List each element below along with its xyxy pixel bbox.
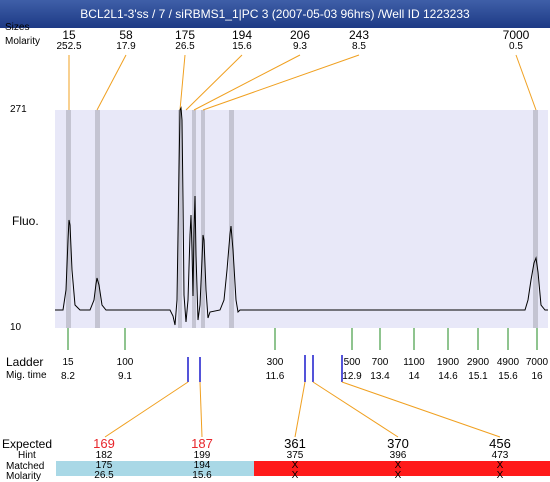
hint-value: 473 [491, 450, 509, 461]
peak-molarity: 8.5 [352, 41, 366, 52]
matched-value: 194 [193, 460, 211, 471]
peak-connector [68, 54, 537, 111]
ladder-tick [67, 328, 538, 350]
ladder-size: 1100 [403, 357, 425, 368]
ladder-time: 16 [531, 371, 543, 382]
ladder-time: 14.6 [438, 371, 458, 382]
ladder-time: 11.6 [265, 371, 285, 382]
peak-size: 7000 [502, 28, 530, 42]
molarity-row-label: Molarity [6, 471, 42, 482]
ladder-size: 7000 [525, 357, 549, 368]
y-min-label: 10 [10, 322, 22, 333]
peak-size: 15 [62, 28, 76, 42]
expected-label: Expected [2, 437, 53, 451]
ladder-size: 4900 [496, 357, 520, 368]
ladder-time: 9.1 [118, 371, 132, 382]
matched-value: 175 [95, 460, 113, 471]
expected-value: 361 [284, 436, 306, 451]
ladder-label: Ladder [6, 355, 44, 369]
ladder-time: 13.4 [370, 371, 390, 382]
peak-molarity: 15.6 [232, 41, 252, 52]
peak-size: 206 [289, 28, 311, 42]
hint-value: 199 [193, 450, 211, 461]
sizes-label: Sizes [5, 22, 30, 33]
fluo-axis-label: Fluo. [12, 214, 39, 228]
peak-molarity: 17.9 [116, 41, 136, 52]
ladder-size: 100 [116, 357, 134, 368]
ladder-time: 15.1 [468, 371, 488, 382]
hint-value: 396 [389, 450, 407, 461]
hint-value: 375 [286, 450, 304, 461]
expected-value: 456 [489, 436, 511, 451]
electropherogram-trace [55, 106, 548, 326]
ladder-time: 8.2 [61, 371, 75, 382]
matched-value: X [291, 460, 299, 471]
peak-molarity: 26.5 [175, 41, 195, 52]
peak-molarity: 9.3 [293, 41, 307, 52]
ladder-time: 12.9 [342, 371, 362, 382]
peak-size: 58 [119, 28, 133, 42]
expected-value: 187 [191, 436, 213, 451]
window-title: BCL2L1-3'ss / 7 / siRBMS1_1|PC 3 (2007-0… [0, 0, 550, 28]
hint-label: Hint [18, 450, 36, 461]
matched-label: Matched [6, 461, 45, 472]
peak-molarity: 0.5 [509, 41, 523, 52]
ladder-time: 14 [408, 371, 420, 382]
expected-value: 370 [387, 436, 409, 451]
molarity-value: X [496, 470, 504, 481]
ladder-size: 500 [343, 357, 361, 368]
hint-value: 182 [95, 450, 113, 461]
migtime-label: Mig. time [6, 370, 47, 381]
unmatched-region [254, 461, 550, 476]
matched-value: X [496, 460, 504, 471]
peak-size: 194 [231, 28, 253, 42]
matched-value: X [394, 460, 402, 471]
plot-area [55, 110, 548, 328]
peak-molarity: 252.5 [56, 41, 82, 52]
matched-region [56, 461, 254, 476]
molarity-value: X [394, 470, 402, 481]
peak-size: 175 [174, 28, 196, 42]
peak-size: 243 [348, 28, 370, 42]
hint-marker [187, 355, 343, 382]
ladder-size: 2900 [466, 357, 490, 368]
ladder-size: 700 [371, 357, 389, 368]
expected-value: 169 [93, 436, 115, 451]
molarity-value: 15.6 [192, 470, 212, 481]
molarity-value: X [291, 470, 299, 481]
y-max-label: 271 [10, 104, 27, 115]
molarity-label: Molarity [5, 36, 41, 47]
molarity-value: 26.5 [94, 470, 114, 481]
ladder-size: 15 [62, 357, 74, 368]
ladder-time: 15.6 [498, 371, 518, 382]
ladder-size: 300 [266, 357, 284, 368]
ladder-size: 1900 [436, 357, 460, 368]
expected-connector [104, 381, 501, 438]
